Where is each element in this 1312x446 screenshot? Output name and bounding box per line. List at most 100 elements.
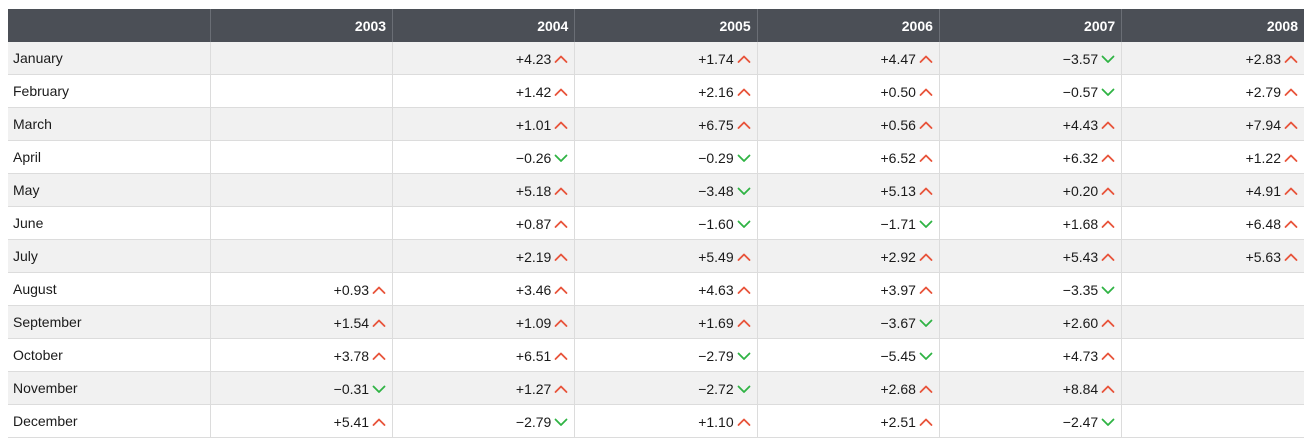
return-cell: −0.26 [392,140,576,174]
return-value: +5.41 [333,413,370,430]
arrow-up-icon [372,351,386,361]
return-value: +5.63 [1245,248,1281,265]
return-cell: +6.48 [1121,206,1304,240]
table-row: April −0.26 −0.29 +6.52 +6.32 +1.22 [8,140,1304,174]
year-header-2007[interactable]: 2007 [939,9,1123,42]
return-cell: −0.31 [210,371,394,405]
return-value: +1.54 [333,314,370,331]
header-corner [8,9,211,42]
return-cell: −1.71 [757,206,940,240]
return-cell: −3.35 [939,272,1123,306]
return-cell: +8.84 [939,371,1123,405]
return-cell: +6.75 [574,107,758,141]
return-value: +1.74 [698,50,734,67]
return-cell: −3.57 [939,42,1123,75]
return-cell [210,42,394,75]
table-row: November −0.31 +1.27 −2.72 +2.68 +8.84 [8,371,1304,405]
return-value: +4.23 [515,50,552,67]
monthly-returns-table-wrapper: 2003 2004 2005 2006 2007 2008 January +4.23 +1.… [8,9,1304,438]
return-cell: −1.60 [574,206,758,240]
return-value: +6.52 [880,149,916,166]
return-cell: +0.20 [939,173,1123,207]
arrow-up-icon [919,285,933,295]
return-cell: +6.51 [392,338,576,372]
arrow-up-icon [1101,252,1115,262]
return-cell [210,140,394,174]
return-value: +5.18 [515,182,552,199]
table-row: May +5.18 −3.48 +5.13 +0.20 +4.91 [8,173,1304,207]
return-value: +0.20 [1062,182,1099,199]
return-value: −0.26 [515,149,552,166]
arrow-up-icon [919,153,933,163]
arrow-down-icon [1101,54,1115,64]
return-value: +3.78 [333,347,370,364]
arrow-up-icon [554,186,568,196]
return-value: +1.22 [1245,149,1281,166]
return-value: −2.72 [698,380,734,397]
arrow-up-icon [1284,186,1298,196]
return-cell: +2.19 [392,239,576,273]
arrow-up-icon [1101,120,1115,130]
arrow-up-icon [1284,87,1298,97]
return-value: +2.19 [515,248,552,265]
return-cell: −2.79 [392,404,576,438]
return-cell: −5.45 [757,338,940,372]
return-value: +7.94 [1245,116,1281,133]
arrow-up-icon [737,120,751,130]
month-label: July [8,239,211,273]
arrow-up-icon [919,252,933,262]
return-value: −3.67 [880,314,916,331]
return-value: −3.57 [1062,50,1099,67]
return-value: +1.10 [698,413,734,430]
return-cell: +4.43 [939,107,1123,141]
return-value: +1.69 [698,314,734,331]
return-cell: +1.54 [210,305,394,339]
arrow-down-icon [919,351,933,361]
return-cell [1121,371,1304,405]
arrow-up-icon [919,384,933,394]
return-value: −0.31 [333,380,370,397]
month-label: April [8,140,211,174]
year-header-2003[interactable]: 2003 [210,9,394,42]
return-cell: +2.79 [1121,74,1304,108]
return-cell: +1.27 [392,371,576,405]
return-value: +4.47 [880,50,916,67]
arrow-up-icon [1284,153,1298,163]
return-value: −5.45 [880,347,916,364]
year-header-2004[interactable]: 2004 [392,9,576,42]
table-row: March +1.01 +6.75 +0.56 +4.43 +7.94 [8,107,1304,141]
table-row: February +1.42 +2.16 +0.50 −0.57 +2.79 [8,74,1304,108]
month-label: December [8,404,211,438]
return-cell: −3.48 [574,173,758,207]
month-label: October [8,338,211,372]
return-value: +2.60 [1062,314,1099,331]
return-cell: +4.47 [757,42,940,75]
return-value: −3.48 [698,182,734,199]
return-value: +6.75 [698,116,734,133]
arrow-down-icon [737,384,751,394]
arrow-up-icon [1284,120,1298,130]
arrow-up-icon [737,87,751,97]
arrow-up-icon [1101,153,1115,163]
arrow-up-icon [919,417,933,427]
return-value: +4.63 [698,281,734,298]
arrow-up-icon [919,87,933,97]
arrow-up-icon [554,54,568,64]
return-value: −2.47 [1062,413,1099,430]
return-cell: +0.87 [392,206,576,240]
year-header-2005[interactable]: 2005 [574,9,758,42]
return-value: +3.97 [880,281,916,298]
return-cell: +1.42 [392,74,576,108]
return-cell: +2.60 [939,305,1123,339]
return-value: +6.32 [1062,149,1099,166]
year-header-2006[interactable]: 2006 [757,9,940,42]
return-value: +5.13 [880,182,916,199]
year-header-2008[interactable]: 2008 [1121,9,1304,42]
return-value: +0.87 [515,215,552,232]
return-cell: +0.93 [210,272,394,306]
return-cell: +3.97 [757,272,940,306]
return-cell: +5.49 [574,239,758,273]
return-value: −2.79 [698,347,734,364]
arrow-down-icon [372,384,386,394]
return-value: +3.46 [515,281,552,298]
